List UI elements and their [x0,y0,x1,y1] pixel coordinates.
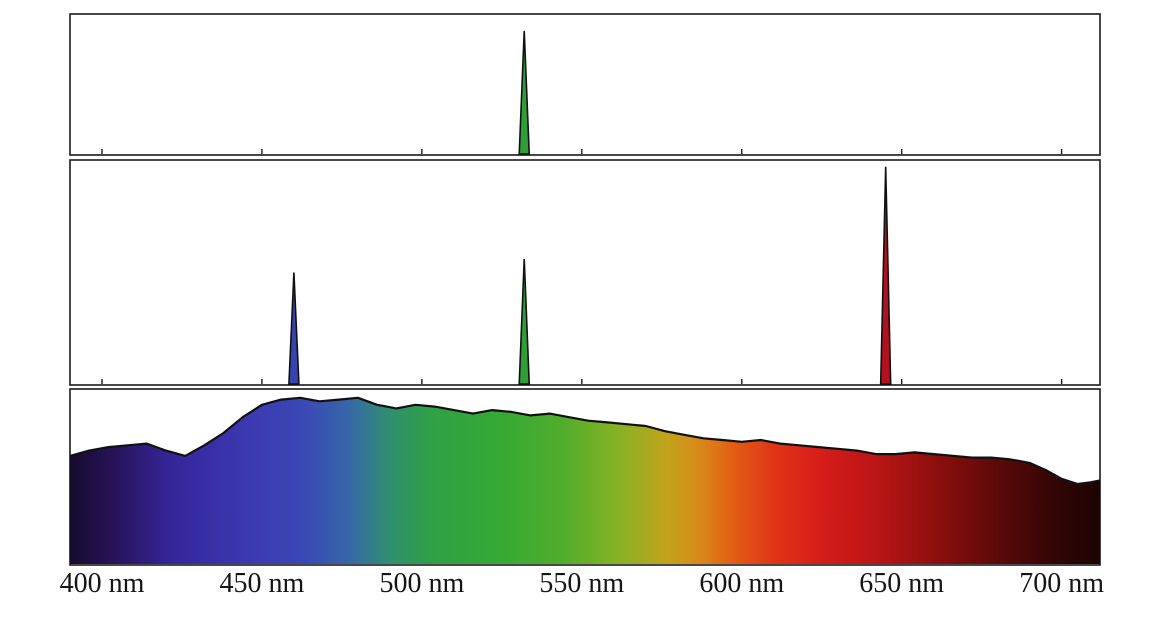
x-tick-label: 600 nm [699,568,784,599]
emission-peak [518,258,531,385]
continuous-spectrum-area [70,397,1100,564]
x-tick-label: 450 nm [220,568,305,599]
x-tick-label: 700 nm [1019,568,1104,599]
panel-2-frame [69,159,1101,386]
panel-1-frame [69,13,1101,156]
x-tick-label: 400 nm [60,568,145,599]
continuous-spectrum-outline [69,396,1101,486]
emission-peak [518,30,531,155]
x-tick-label: 500 nm [379,568,464,599]
x-tick-label: 650 nm [859,568,944,599]
emission-peak [879,166,892,385]
emission-peak [288,272,300,385]
x-tick-label: 550 nm [539,568,624,599]
